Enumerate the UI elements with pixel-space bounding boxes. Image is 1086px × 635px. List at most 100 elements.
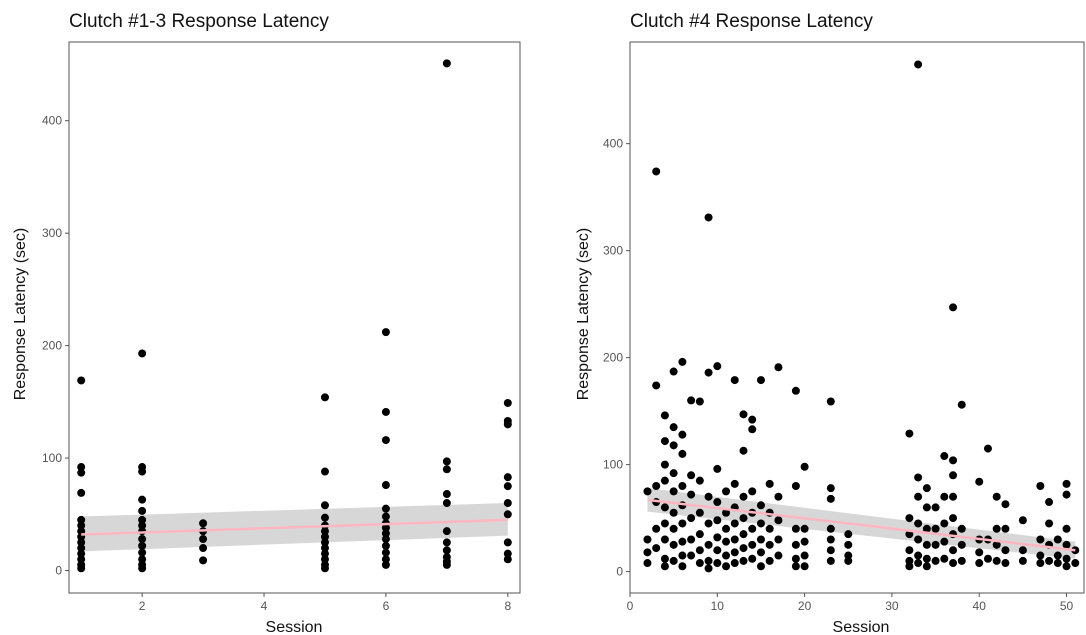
data-point [914,519,923,528]
x-tick-label: 6 [383,599,390,613]
data-point [1062,562,1071,571]
y-tick-label: 100 [42,451,62,465]
data-point [748,415,757,424]
data-point [138,555,147,564]
data-point [940,537,949,546]
data-point [800,551,809,560]
data-point [704,540,713,549]
data-point [914,492,923,501]
data-point [1036,559,1045,568]
data-point [77,521,86,530]
data-point [992,556,1001,565]
data-point [381,560,390,569]
data-point [844,540,853,549]
data-point [931,503,940,512]
data-point [442,527,451,536]
data-point [138,548,147,557]
chart-panel-clutch-1-3: Clutch #1-3 Response Latency Session Res… [12,11,521,635]
data-point [722,487,731,496]
data-point [791,524,800,533]
data-point [695,546,704,555]
data-point [669,524,678,533]
data-point [643,559,652,568]
data-point [922,503,931,512]
data-point [77,549,86,558]
data-point [77,544,86,553]
data-point [1071,559,1080,568]
trend-line [81,518,508,536]
data-point [756,562,765,571]
data-point [1045,498,1054,507]
x-tick-label: 30 [885,599,899,613]
y-tick-label: 200 [603,351,623,365]
y-tick-label: 200 [42,339,62,353]
data-point [199,556,208,565]
data-point [704,519,713,528]
data-point [1018,556,1027,565]
data-point [975,477,984,486]
data-point [791,562,800,571]
data-point [320,544,329,553]
data-point [1045,519,1054,528]
data-point [199,535,208,544]
y-tick-label: 400 [603,137,623,151]
data-point [669,423,678,432]
data-point [695,559,704,568]
data-point [442,538,451,547]
data-point [800,537,809,546]
y-tick-label: 300 [603,244,623,258]
data-point [503,549,512,558]
data-point [983,554,992,563]
data-point [800,462,809,471]
data-point [713,546,722,555]
data-point [660,460,669,469]
data-point [713,498,722,507]
data-point [199,519,208,528]
y-tick-label: 300 [42,226,62,240]
data-point [652,482,661,491]
data-point [949,559,958,568]
x-tick-label: 0 [627,599,634,613]
x-axis-label: Session [266,619,323,635]
data-point [748,524,757,533]
data-point [949,514,958,523]
data-point [442,546,451,555]
data-point [730,376,739,385]
data-point [739,544,748,553]
data-point [678,430,687,439]
data-point [975,548,984,557]
data-point [774,516,783,525]
data-point [77,515,86,524]
data-point [442,457,451,466]
x-tick-label: 40 [973,599,987,613]
data-point [77,564,86,573]
data-point [949,303,958,312]
data-point [957,540,966,549]
data-point [730,479,739,488]
data-point [774,551,783,560]
data-point [992,492,1001,501]
data-point [730,519,739,528]
data-point [643,487,652,496]
data-point [914,473,923,482]
data-point [381,555,390,564]
data-point [381,481,390,490]
data-point [1036,535,1045,544]
data-point [826,546,835,555]
data-point [730,559,739,568]
data-point [687,490,696,499]
data-point [138,467,147,476]
data-point [931,556,940,565]
confidence-band [647,488,1076,559]
data-point [1001,500,1010,509]
data-point [922,562,931,571]
data-point [669,441,678,450]
data-point [77,376,86,385]
data-point [320,467,329,476]
data-point [713,559,722,568]
data-point [442,465,451,474]
data-point [320,538,329,547]
data-point [940,492,949,501]
data-point [791,482,800,491]
data-point [914,535,923,544]
